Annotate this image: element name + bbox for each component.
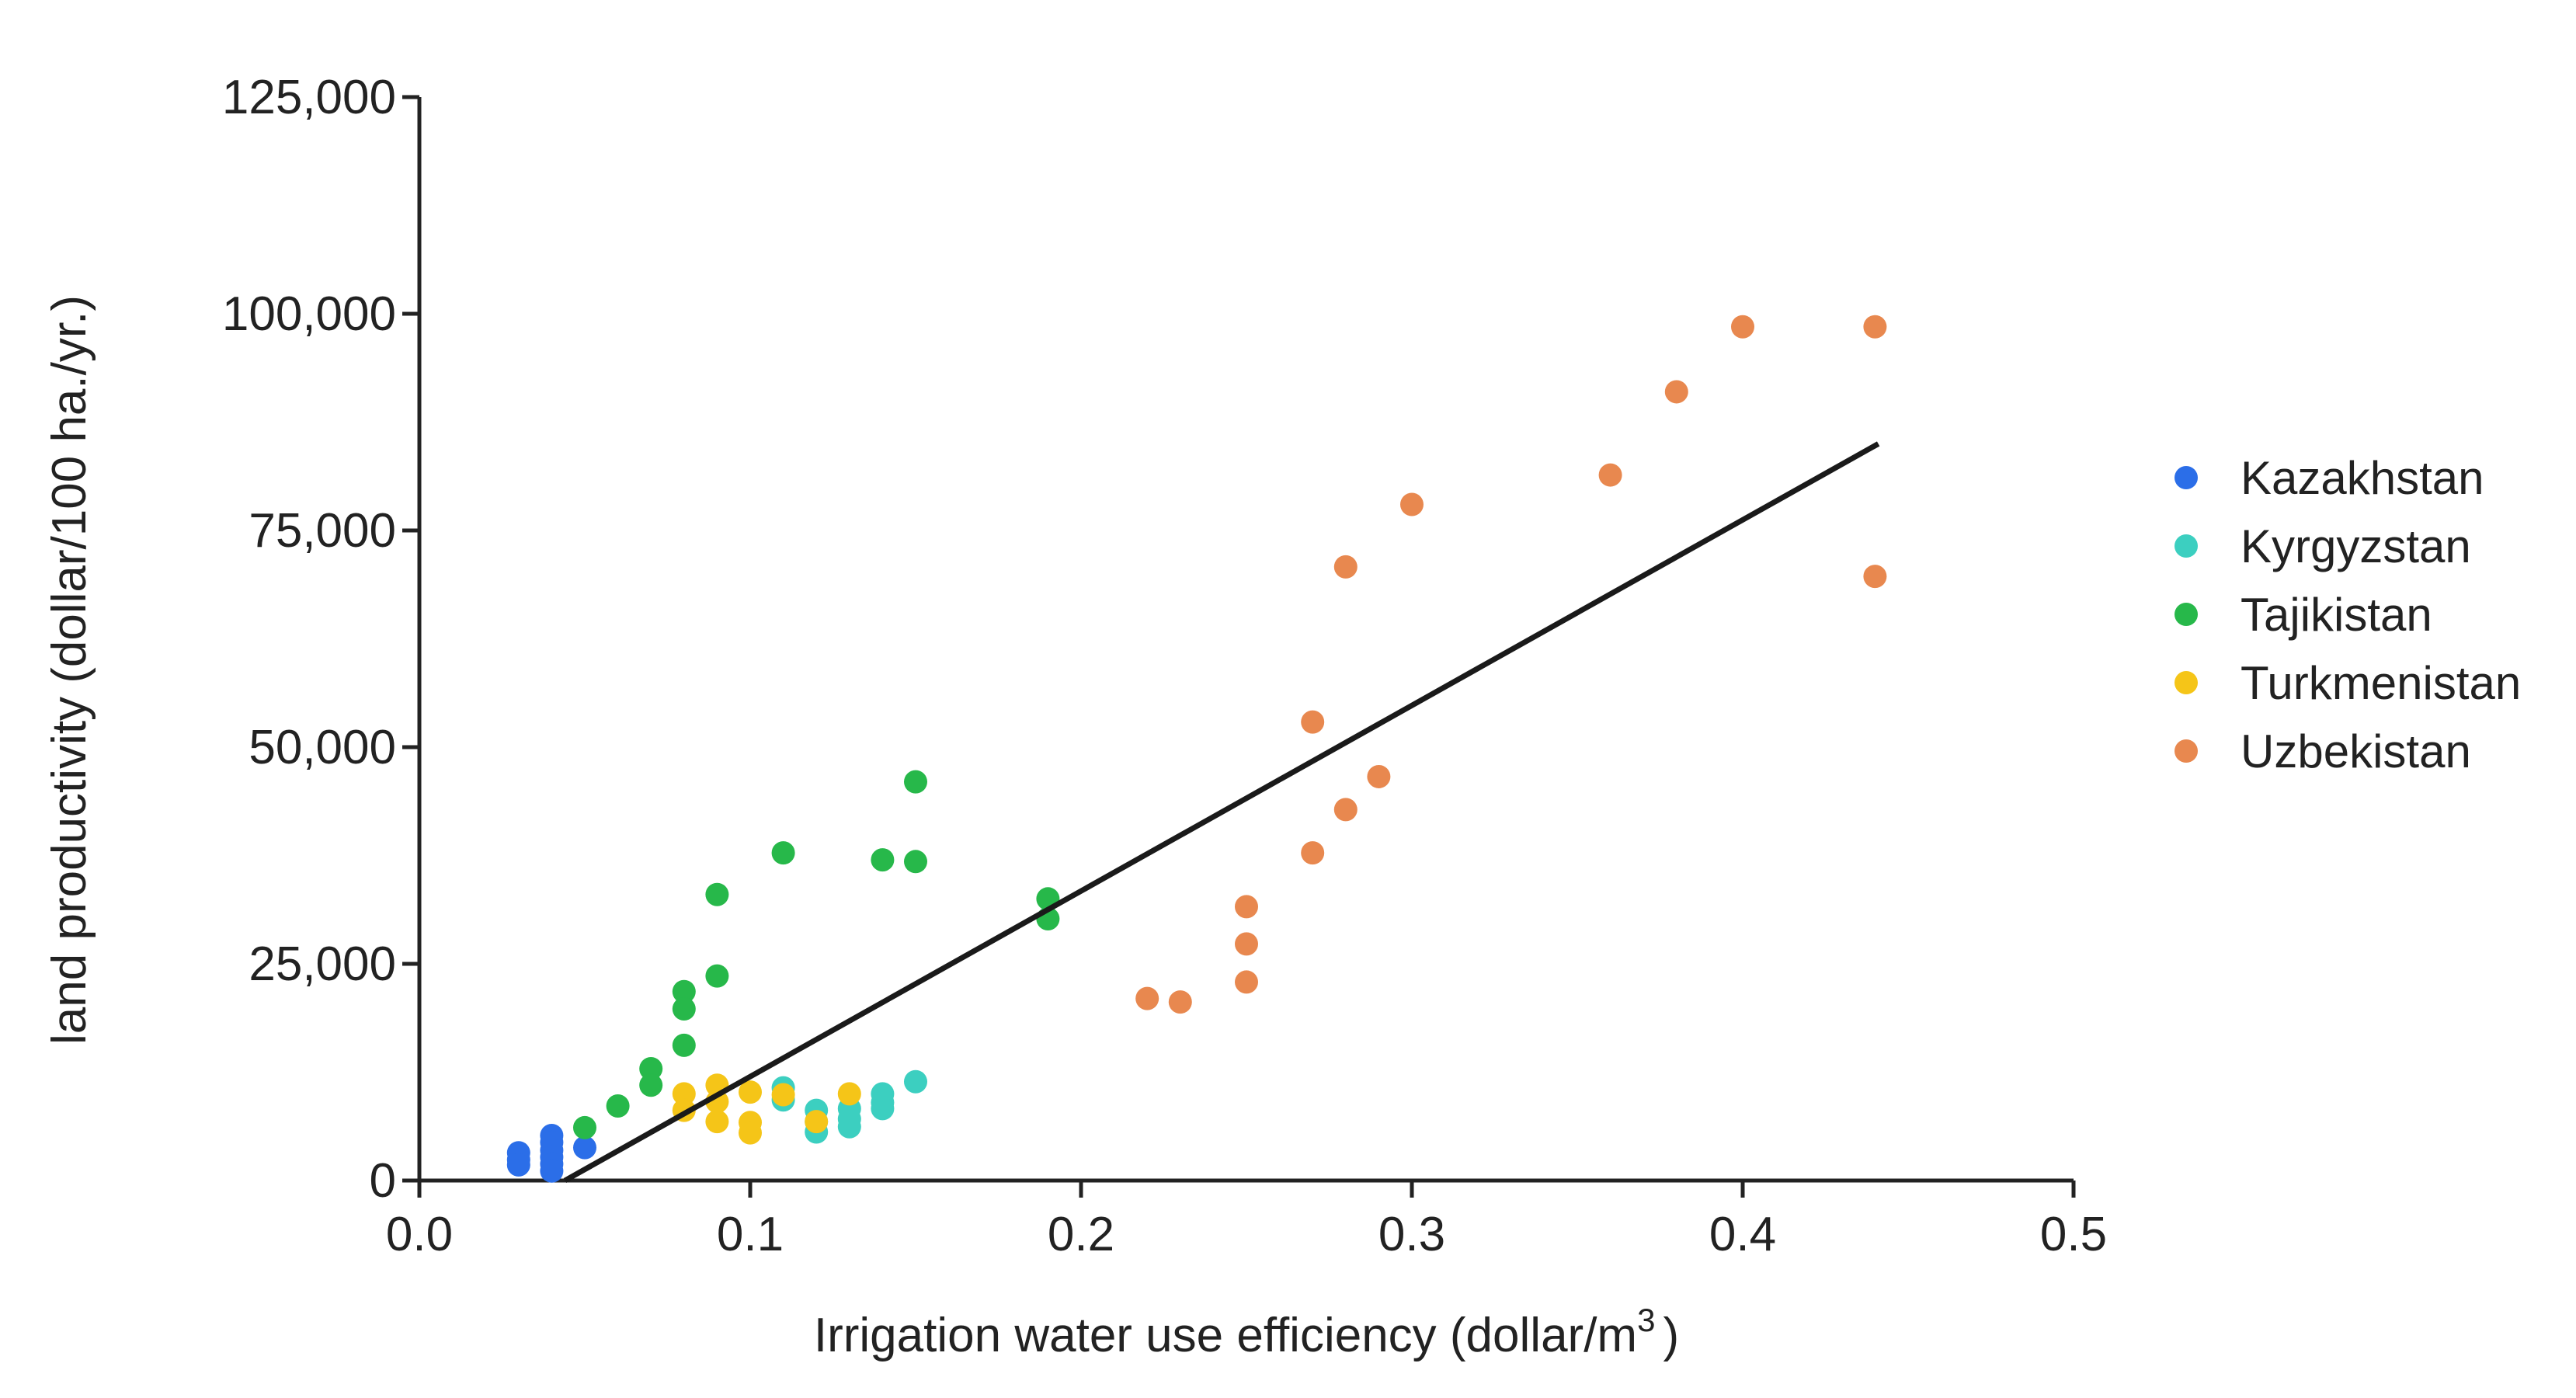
data-point-uzbekistan	[1598, 463, 1622, 487]
data-point-tajikistan	[771, 841, 795, 865]
legend-item-tajikistan: Tajikistan	[2174, 589, 2432, 641]
data-point-uzbekistan	[1863, 565, 1887, 589]
y-tick-label: 125,000	[222, 71, 396, 124]
data-point-uzbekistan	[1400, 492, 1424, 516]
data-point-tajikistan	[871, 848, 895, 872]
y-ticks: 0 25,000 50,000 75,000 100,000 125,000	[222, 71, 419, 1208]
y-axis-title: land productivity (dollar/100 ha./yr.)	[43, 295, 96, 1045]
data-point-uzbekistan	[1333, 798, 1358, 822]
legend-marker	[2174, 603, 2198, 626]
data-point-tajikistan	[904, 850, 927, 874]
data-point-turkmenistan	[837, 1082, 861, 1106]
data-point-tajikistan	[672, 979, 696, 1003]
data-point-kyrgyzstan	[837, 1115, 861, 1139]
data-point-turkmenistan	[739, 1080, 762, 1104]
legend-label: Uzbekistan	[2241, 725, 2471, 777]
data-point-turkmenistan	[672, 1082, 696, 1106]
x-tick-label: 0.3	[1378, 1208, 1445, 1261]
data-point-kazakhstan	[506, 1153, 530, 1177]
data-point-uzbekistan	[1168, 990, 1192, 1014]
y-tick-label: 0	[370, 1154, 396, 1208]
x-tick-label: 0.0	[386, 1208, 453, 1261]
x-axis-title-close: )	[1663, 1309, 1679, 1362]
data-point-uzbekistan	[1664, 380, 1688, 404]
x-ticks: 0.0 0.1 0.2 0.3 0.4 0.5	[386, 1181, 2107, 1261]
trend-line	[563, 441, 1880, 1184]
axes: 0 25,000 50,000 75,000 100,000 125,000 0.0 0.1…	[222, 71, 2107, 1261]
y-tick-label: 100,000	[222, 287, 396, 341]
y-tick-label: 50,000	[249, 721, 396, 774]
legend-label: Tajikistan	[2241, 589, 2432, 641]
x-axis-title: Irrigation water use efficiency (dollar/…	[814, 1302, 1679, 1362]
data-point-tajikistan	[705, 882, 729, 906]
data-point-turkmenistan	[705, 1110, 729, 1134]
x-tick-label: 0.1	[717, 1208, 784, 1261]
legend-marker	[2174, 739, 2198, 763]
data-point-turkmenistan	[805, 1110, 829, 1134]
data-point-uzbekistan	[1731, 315, 1754, 339]
x-tick-label: 0.2	[1048, 1208, 1114, 1261]
series-turkmenistan	[672, 1073, 861, 1145]
legend-item-kyrgyzstan: Kyrgyzstan	[2174, 520, 2471, 572]
data-point-tajikistan	[904, 770, 927, 794]
data-point-uzbekistan	[1367, 764, 1391, 788]
legend-marker	[2174, 534, 2198, 558]
y-tick-label: 75,000	[249, 504, 396, 558]
legend-item-turkmenistan: Turkmenistan	[2174, 657, 2521, 709]
data-point-uzbekistan	[1235, 970, 1258, 994]
legend-label: Kazakhstan	[2241, 452, 2484, 504]
data-point-tajikistan	[639, 1073, 663, 1097]
legend-marker	[2174, 466, 2198, 489]
data-point-tajikistan	[672, 997, 696, 1021]
data-point-uzbekistan	[1301, 710, 1325, 734]
x-axis-title-superscript: 3	[1637, 1302, 1655, 1338]
legend-label: Turkmenistan	[2241, 657, 2521, 709]
data-point-uzbekistan	[1235, 932, 1258, 956]
data-point-tajikistan	[705, 964, 729, 988]
data-point-uzbekistan	[1333, 555, 1358, 579]
x-tick-label: 0.5	[2040, 1208, 2107, 1261]
data-point-turkmenistan	[739, 1121, 762, 1145]
series-kazakhstan	[506, 1123, 596, 1183]
data-point-kyrgyzstan	[871, 1097, 895, 1121]
y-tick-label: 25,000	[249, 937, 396, 991]
data-point-tajikistan	[606, 1094, 630, 1118]
x-axis-title-text: Irrigation water use efficiency (dollar/…	[814, 1309, 1637, 1362]
data-point-kyrgyzstan	[904, 1069, 927, 1094]
series-kyrgyzstan	[771, 1069, 927, 1144]
data-point-uzbekistan	[1301, 841, 1325, 865]
data-point-tajikistan	[672, 1033, 696, 1057]
legend: Kazakhstan Kyrgyzstan Tajikistan Turkmenist…	[2174, 452, 2521, 777]
data-point-uzbekistan	[1863, 315, 1887, 339]
data-points	[506, 315, 1887, 1183]
series-uzbekistan	[1135, 315, 1887, 1014]
data-point-uzbekistan	[1235, 895, 1258, 919]
data-point-kazakhstan	[540, 1159, 564, 1183]
data-point-kazakhstan	[573, 1135, 596, 1160]
data-point-tajikistan	[573, 1115, 596, 1139]
data-point-uzbekistan	[1135, 986, 1159, 1010]
legend-marker	[2174, 671, 2198, 694]
data-point-turkmenistan	[771, 1083, 795, 1107]
x-tick-label: 0.4	[1709, 1208, 1776, 1261]
series-tajikistan	[573, 770, 1060, 1139]
legend-label: Kyrgyzstan	[2241, 520, 2471, 572]
data-point-tajikistan	[639, 1057, 663, 1081]
legend-item-uzbekistan: Uzbekistan	[2174, 725, 2471, 777]
legend-item-kazakhstan: Kazakhstan	[2174, 452, 2484, 504]
